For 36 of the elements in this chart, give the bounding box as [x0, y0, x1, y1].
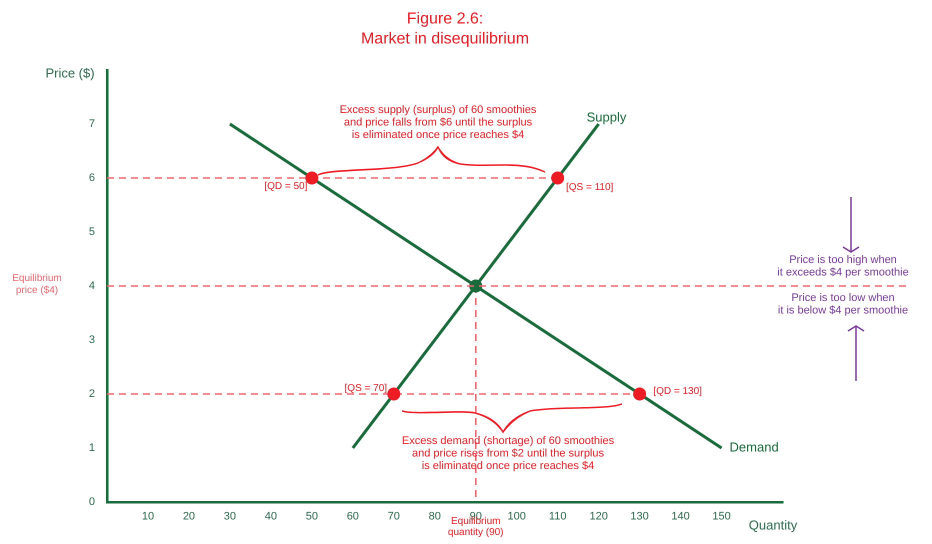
x-tick-label: 80 [428, 510, 441, 523]
x-tick-label: 140 [671, 510, 690, 523]
x-tick-label: 150 [712, 510, 731, 523]
y-tick-label: 6 [88, 172, 95, 184]
y-tick-label: 4 [88, 280, 95, 292]
y-tick-label: 7 [88, 118, 95, 130]
x-tick-label: 40 [264, 510, 278, 523]
x-tick-label: 20 [182, 510, 196, 523]
x-tick-label: 30 [224, 510, 236, 523]
x-axis-title: Quantity [748, 518, 798, 533]
y-tick-label: 1 [88, 442, 95, 454]
x-tick-label: 100 [508, 510, 526, 523]
annotation: Price is too high when it exceeds $4 per smoothie [777, 254, 909, 279]
y-tick-label: 5 [88, 226, 95, 238]
chart-title: Figure 2.6: Market in disequilibrium [360, 10, 530, 48]
y-axis-title: Price ($) [45, 66, 95, 81]
annotation: [QS = 110] [566, 182, 614, 193]
annotation: [QD = 130] [653, 386, 702, 397]
annotation: Price is too low when it is below $4 per smoothie [778, 292, 908, 317]
x-tick-label: 120 [589, 510, 608, 523]
annotation: Excess demand (shortage) of 60 smoothies and price rises from $2 until the surplus is eliminated once price reaches $4 [402, 435, 615, 472]
x-tick-label: 10 [142, 510, 154, 523]
x-tick-label: 70 [388, 510, 400, 523]
series-label: Supply [586, 110, 627, 125]
x-tick-label: 60 [346, 510, 359, 523]
annotation: Excess supply (surplus) of 60 smoothies and price falls from $6 until the surplus is eliminated once price reaches $4 [340, 104, 537, 142]
series-label: Demand [730, 440, 779, 455]
x-tick-label: 130 [630, 510, 649, 523]
ref-line-label: Equilibrium price ($4) [12, 272, 62, 296]
x-tick-label: 50 [306, 510, 318, 523]
annotation: [QD = 50] [264, 180, 308, 192]
y-tick-label: 3 [88, 334, 95, 346]
y-tick-label: 2 [88, 388, 95, 400]
x-tick-label: 110 [548, 510, 566, 523]
annotation: [QS = 70] [344, 382, 388, 394]
y-tick-label: 0 [88, 496, 95, 508]
